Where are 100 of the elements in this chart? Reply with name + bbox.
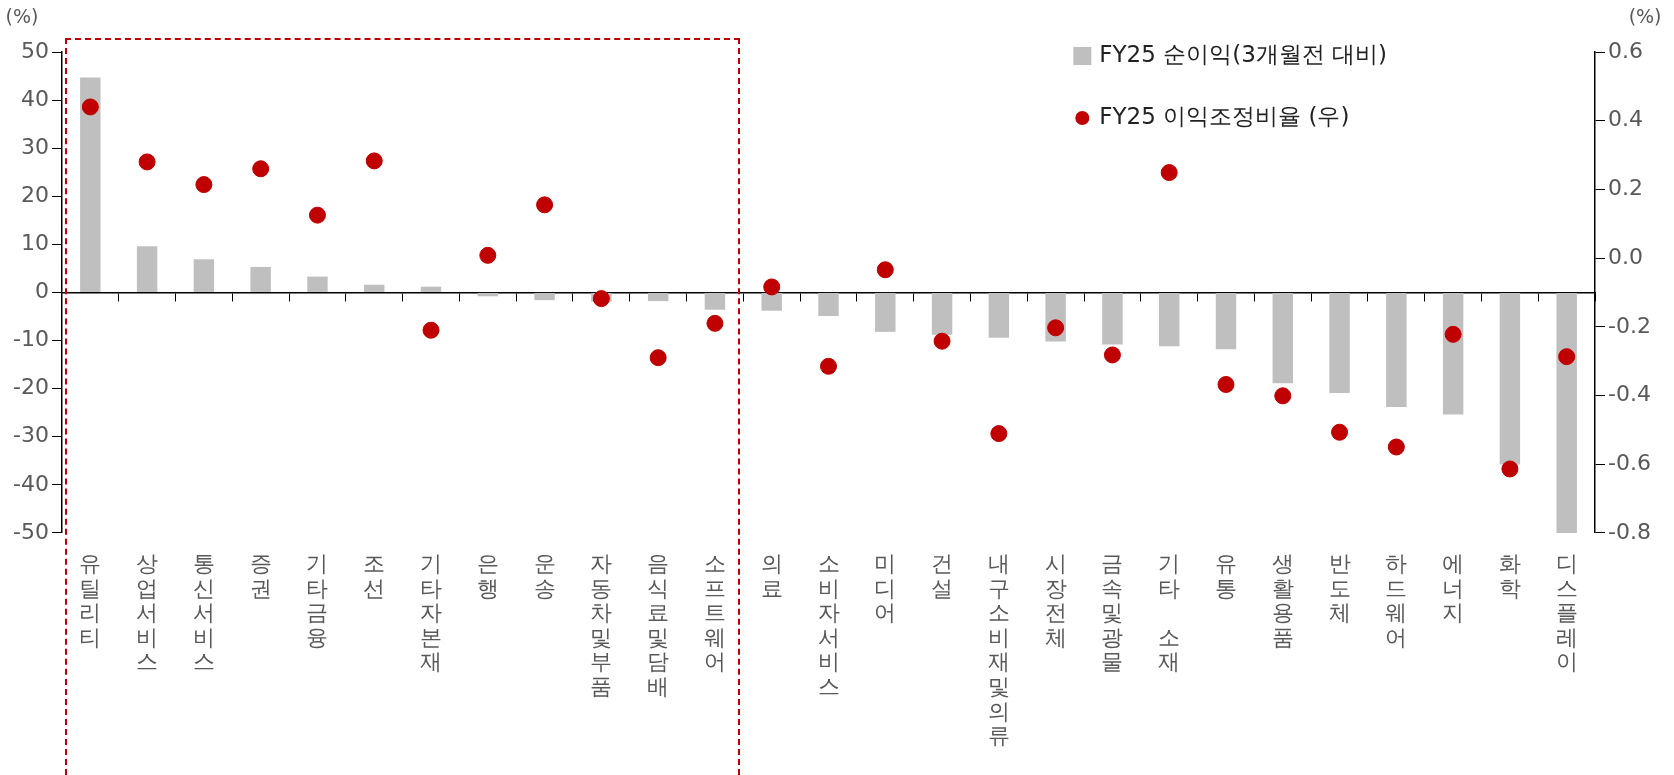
point	[1160, 164, 1178, 182]
point	[592, 290, 610, 308]
x-tick-label: 내구소비재및의류	[987, 550, 1010, 749]
point	[820, 357, 837, 375]
point	[1387, 438, 1405, 456]
point	[81, 98, 99, 116]
x-tick-label: 증권	[249, 550, 272, 601]
point	[252, 160, 270, 178]
legend-label: FY25 이익조정비율 (우)	[1099, 102, 1350, 129]
bar	[1499, 292, 1521, 465]
point	[876, 261, 894, 279]
x-tick-label: 유통	[1214, 550, 1237, 601]
point	[1047, 319, 1065, 337]
bar	[420, 286, 442, 292]
bar	[250, 266, 271, 292]
point	[649, 349, 667, 367]
y-tick-label: 50	[20, 37, 49, 63]
point	[195, 176, 213, 194]
x-tick-label: 에너지	[1442, 550, 1465, 626]
bar	[647, 292, 669, 302]
bar	[1272, 292, 1293, 384]
x-tick-label: 의료	[760, 550, 783, 601]
y-tick-label: -40	[13, 470, 49, 496]
bar	[818, 292, 839, 316]
y2-tick-label: 0.0	[1608, 243, 1644, 269]
bar	[704, 292, 726, 310]
point	[1501, 460, 1519, 478]
bar	[1329, 292, 1350, 393]
y-tick-label: 40	[20, 85, 49, 111]
bar	[136, 246, 158, 292]
y2-tick-label: 0.2	[1608, 175, 1644, 201]
point	[1274, 387, 1292, 405]
y-tick-label: -20	[13, 374, 49, 400]
x-tick-label: 반도체	[1328, 550, 1351, 626]
x-tick-label: 시장전체	[1044, 550, 1067, 650]
x-tick-label: 소프트웨어	[703, 550, 726, 675]
x-tick-label: 운송	[533, 550, 556, 601]
legend-label: FY25 순이익(3개월전 대비)	[1099, 40, 1388, 67]
point	[536, 196, 554, 214]
bar	[307, 276, 328, 292]
bar	[1215, 292, 1237, 350]
point	[763, 278, 781, 296]
y-axis-title: (%)	[5, 5, 39, 28]
point	[1103, 346, 1121, 364]
y-tick-label: 0	[34, 278, 49, 304]
point	[422, 321, 440, 339]
bar	[988, 292, 1010, 338]
x-tick-label: 조선	[363, 550, 386, 601]
point	[1217, 375, 1235, 393]
x-tick-label: 기타자본재	[420, 550, 443, 675]
y2-tick-label: -0.6	[1608, 449, 1652, 475]
bar	[534, 292, 555, 301]
y-tick-label: 20	[20, 181, 49, 207]
y2-tick-label: -0.8	[1608, 518, 1652, 544]
point	[479, 246, 497, 264]
point	[933, 332, 951, 350]
bar	[1442, 292, 1464, 415]
bar	[364, 284, 385, 292]
point	[1331, 423, 1349, 441]
y-tick-label: -30	[13, 422, 49, 448]
y-tick-label: 30	[20, 133, 49, 159]
x-tick-label: 하드웨어	[1385, 550, 1408, 650]
x-tick-label: 유틸리티	[79, 550, 102, 650]
x-tick-label: 생활용품	[1271, 550, 1294, 650]
x-tick-label: 소비자서비스	[817, 550, 840, 700]
y-tick-label: 10	[20, 230, 49, 256]
bar	[1102, 292, 1123, 345]
y-tick-label: -50	[13, 518, 49, 544]
x-tick-label: 미디어	[874, 550, 897, 626]
y2-tick-label: -0.4	[1608, 381, 1652, 407]
x-tick-label: 건설	[931, 550, 954, 601]
bar	[1158, 292, 1180, 347]
x-tick-label: 은행	[476, 550, 499, 601]
point	[706, 314, 724, 332]
x-tick-label: 기타금융	[306, 550, 329, 650]
point	[990, 425, 1008, 443]
y2-tick-label: 0.4	[1608, 106, 1644, 132]
x-tick-label: 통신서비스	[192, 550, 215, 675]
point	[308, 206, 326, 224]
point	[138, 153, 156, 171]
x-tick-label: 자동차및부품	[590, 550, 613, 700]
y2-tick-label: -0.2	[1608, 312, 1652, 338]
bar	[761, 292, 782, 311]
x-tick-label: 기타 소재	[1158, 550, 1181, 675]
bar	[193, 259, 215, 292]
bar	[931, 292, 953, 335]
x-tick-label: 음식료및담배	[647, 550, 670, 700]
bar	[80, 77, 101, 292]
y2-tick-label: 0.6	[1608, 37, 1644, 63]
bar	[875, 292, 896, 332]
bar	[1386, 292, 1407, 407]
y2-axis-title: (%)	[1628, 5, 1662, 28]
x-tick-label: 상업서비스	[136, 550, 159, 675]
bar	[1556, 292, 1577, 533]
point	[1444, 325, 1462, 343]
point	[365, 152, 383, 170]
point	[1558, 348, 1576, 366]
x-tick-label: 화학	[1498, 550, 1521, 601]
x-tick-label: 금속및광물	[1101, 550, 1124, 675]
x-tick-label: 디스플레이	[1555, 550, 1578, 675]
